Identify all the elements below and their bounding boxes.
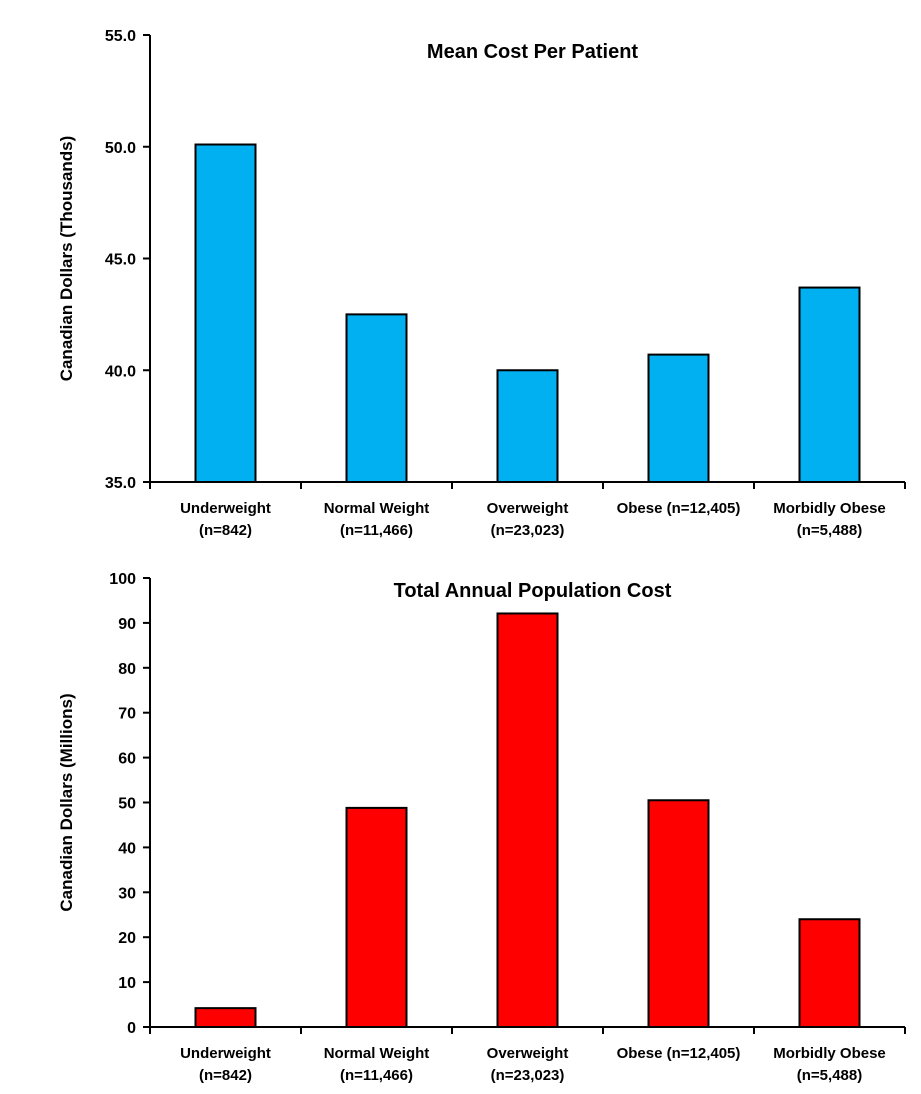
y-tick-label: 50.0 bbox=[105, 140, 136, 157]
bar bbox=[496, 369, 559, 483]
y-tick-label: 80 bbox=[118, 661, 136, 678]
y-tick-label: 35.0 bbox=[105, 475, 136, 492]
bar bbox=[345, 313, 408, 483]
x-tick-label: Normal Weight bbox=[324, 500, 430, 517]
y-tick-label: 60 bbox=[118, 751, 136, 768]
x-tick-label: (n=5,488) bbox=[797, 522, 862, 539]
x-tick-label: Obese (n=12,405) bbox=[617, 1045, 741, 1062]
bar bbox=[798, 286, 861, 483]
x-tick-label: (n=842) bbox=[199, 1067, 252, 1084]
bar bbox=[647, 353, 710, 484]
bar bbox=[194, 143, 257, 483]
y-tick-label: 50 bbox=[118, 796, 136, 813]
y-tick-label: 0 bbox=[127, 1020, 136, 1037]
x-tick-label: (n=842) bbox=[199, 522, 252, 539]
y-tick-label: 100 bbox=[109, 571, 136, 588]
y-axis-label: Canadian Dollars (Millions) bbox=[57, 693, 76, 911]
bar bbox=[496, 612, 559, 1028]
x-tick-label: (n=23,023) bbox=[491, 1067, 565, 1084]
bar bbox=[194, 1007, 257, 1029]
y-tick-label: 20 bbox=[118, 930, 136, 947]
y-tick-label: 90 bbox=[118, 616, 136, 633]
bar bbox=[647, 799, 710, 1028]
y-tick-label: 70 bbox=[118, 706, 136, 723]
x-tick-label: (n=5,488) bbox=[797, 1067, 862, 1084]
y-tick-label: 40.0 bbox=[105, 363, 136, 380]
chart-title: Total Annual Population Cost bbox=[394, 580, 672, 602]
bar bbox=[798, 918, 861, 1028]
y-tick-label: 45.0 bbox=[105, 252, 136, 269]
x-tick-label: Overweight bbox=[487, 1045, 569, 1062]
y-tick-label: 10 bbox=[118, 975, 136, 992]
x-tick-label: Morbidly Obese bbox=[773, 1045, 886, 1062]
x-tick-label: Underweight bbox=[180, 500, 271, 517]
y-axis-label: Canadian Dollars (Thousands) bbox=[57, 136, 76, 382]
x-tick-label: (n=11,466) bbox=[340, 1067, 413, 1084]
chart-title: Mean Cost Per Patient bbox=[427, 41, 639, 63]
x-tick-label: Morbidly Obese bbox=[773, 500, 886, 517]
bar bbox=[345, 806, 408, 1028]
y-tick-label: 55.0 bbox=[105, 28, 136, 45]
x-tick-label: Overweight bbox=[487, 500, 569, 517]
x-tick-label: Underweight bbox=[180, 1045, 271, 1062]
y-tick-label: 40 bbox=[118, 840, 136, 857]
x-tick-label: Obese (n=12,405) bbox=[617, 500, 741, 517]
x-tick-label: Normal Weight bbox=[324, 1045, 430, 1062]
x-tick-label: (n=11,466) bbox=[340, 522, 413, 539]
x-tick-label: (n=23,023) bbox=[491, 522, 565, 539]
y-tick-label: 30 bbox=[118, 885, 136, 902]
